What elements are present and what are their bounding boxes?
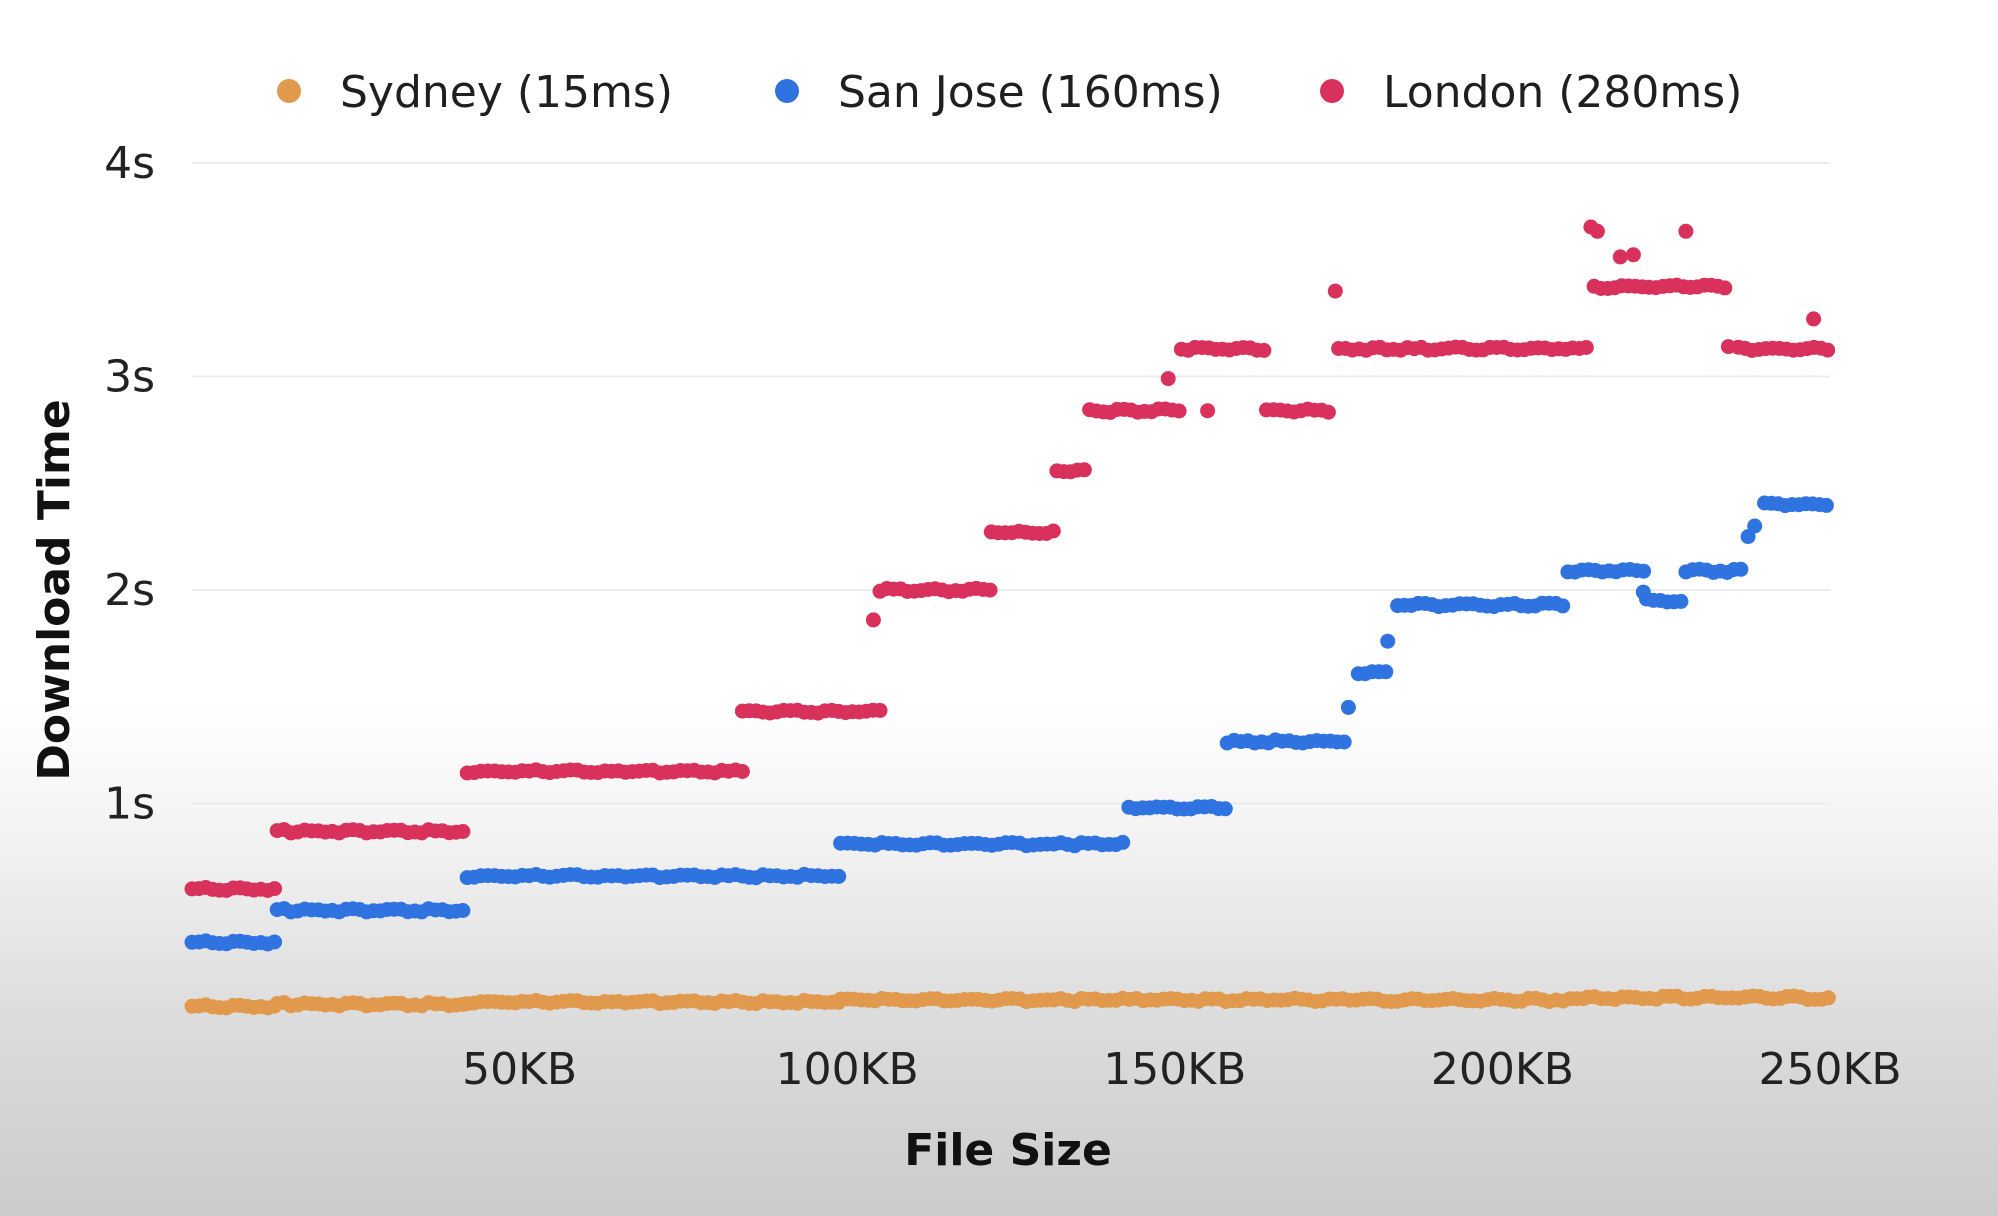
data-point [1171,403,1187,419]
legend-item: San Jose (160ms) [775,67,1223,118]
data-point [1818,497,1834,513]
data-point [1555,598,1571,614]
data-point [1578,340,1594,355]
data-point [1625,247,1641,263]
x-axis-title: File Size [904,1125,1112,1176]
data-point [455,903,471,918]
data-point [1200,403,1216,419]
legend-marker [277,79,301,103]
data-point [1733,561,1749,577]
data-point [1076,462,1092,478]
data-point [865,612,881,628]
x-tick-label: 250KB [1758,1044,1901,1095]
data-point [982,582,998,598]
data-point [1820,342,1836,358]
data-point [1673,593,1689,609]
legend-label: Sydney (15ms) [340,67,673,118]
data-point [1717,280,1733,296]
y-tick-label: 1s [104,779,155,830]
data-point [1820,990,1836,1006]
data-point [1256,342,1272,358]
legend-label: San Jose (160ms) [838,67,1223,118]
data-point [1636,563,1652,579]
data-points [184,219,1836,1016]
gridlines [192,162,1830,805]
data-point [1378,664,1394,680]
y-axis-title: Download Time [29,399,80,780]
y-tick-label: 2s [104,565,155,616]
data-point [1336,734,1352,750]
data-point [1720,339,1736,355]
data-point [1327,283,1343,299]
legend-item: Sydney (15ms) [277,67,673,118]
data-point [872,702,888,718]
data-point [1380,633,1396,649]
data-point [1747,518,1763,534]
data-point [1115,834,1131,850]
data-point [1635,584,1651,600]
y-axis: 1s 2s 3s 4s [104,138,155,830]
x-axis: 50KB 100KB 150KB 200KB 250KB [462,1044,1901,1095]
x-tick-label: 50KB [462,1044,577,1095]
y-tick-label: 3s [104,352,155,403]
x-tick-label: 150KB [1103,1044,1246,1095]
data-point [1612,249,1628,265]
data-point [1320,404,1336,420]
data-point [1340,699,1356,715]
legend-marker [1320,79,1344,103]
data-point [1217,801,1233,817]
series [184,988,1836,1016]
x-tick-label: 200KB [1431,1044,1574,1095]
data-point [1045,523,1061,539]
data-point [831,868,847,884]
data-point [267,934,283,950]
series [184,495,1834,952]
data-point [1806,311,1822,327]
legend-label: London (280ms) [1383,67,1742,118]
data-point [1678,223,1694,239]
x-tick-label: 100KB [776,1044,919,1095]
data-point [1160,371,1176,387]
y-tick-label: 4s [104,138,155,189]
data-point [1589,223,1605,239]
legend-marker [775,79,799,103]
data-point [267,881,283,897]
data-point [455,824,471,839]
series [184,219,1836,898]
legend-item: London (280ms) [1320,67,1742,118]
data-point [734,764,750,779]
legend: Sydney (15ms) San Jose (160ms) London (280… [277,67,1742,118]
